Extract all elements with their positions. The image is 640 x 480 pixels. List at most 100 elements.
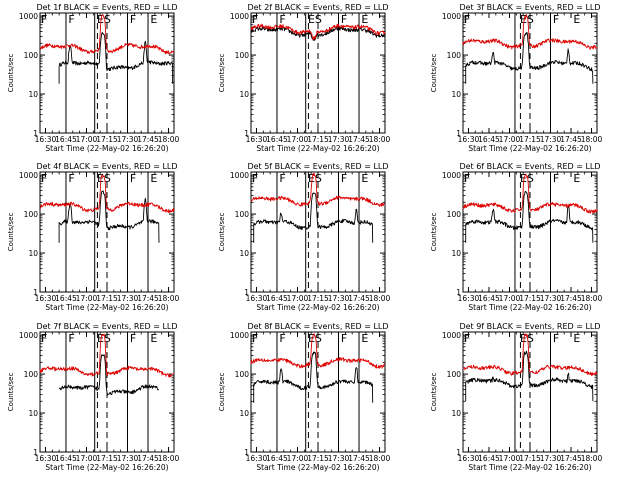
interval-marker-E: E — [361, 332, 368, 345]
x-tick-label: 17:00 — [76, 294, 98, 303]
interval-marker-E: E — [520, 172, 527, 185]
y-tick-label: 100 — [235, 210, 250, 219]
series-line-lld — [39, 174, 175, 214]
interval-marker-E: E — [97, 13, 104, 26]
x-tick-label: 16:30 — [458, 294, 480, 303]
y-tick-label: 1 — [33, 448, 38, 457]
x-tick-label: 17:00 — [287, 454, 309, 463]
panel-det-4: Det 4f BLACK = Events, RED = LLD 1 10 100 10… — [7, 162, 180, 312]
x-tick-label: 16:30 — [35, 135, 57, 144]
y-tick-label: 1 — [33, 129, 38, 138]
x-axis-label: Start Time (22-May-02 16:26:20) — [468, 144, 591, 153]
y-tick-label: 10 — [239, 90, 249, 99]
x-axis-label: Start Time (22-May-02 16:26:20) — [45, 463, 168, 472]
panel-title: Det 5f BLACK = Events, RED = LLD — [247, 162, 388, 171]
interval-marker-S: S — [315, 13, 322, 26]
x-tick-label: 17:00 — [499, 294, 521, 303]
x-tick-label: 16:45 — [55, 135, 77, 144]
panel-det-5: Det 5f BLACK = Events, RED = LLD 1 10 100 10… — [218, 162, 391, 312]
x-tick-label: 17:30 — [117, 454, 139, 463]
x-tick-label: 17:30 — [117, 294, 139, 303]
x-axis-label: Start Time (22-May-02 16:26:20) — [45, 144, 168, 153]
panel-title: Det 7f BLACK = Events, RED = LLD — [36, 322, 177, 331]
y-tick-label: 100 — [235, 370, 250, 379]
x-tick-label: 17:30 — [328, 135, 350, 144]
x-axis-label: Start Time (22-May-02 16:26:20) — [256, 144, 379, 153]
y-axis-label: Counts/sec — [218, 54, 226, 93]
y-tick-label: 10 — [28, 249, 38, 258]
y-tick-label: 10 — [451, 249, 461, 258]
y-tick-label: 10 — [451, 90, 461, 99]
x-tick-label: 16:45 — [266, 135, 288, 144]
x-tick-label: 16:30 — [246, 135, 268, 144]
interval-marker-E: E — [520, 332, 527, 345]
interval-marker-F: F — [553, 13, 559, 26]
series-line-events — [253, 192, 374, 243]
y-axis-label: Counts/sec — [218, 373, 226, 412]
y-axis-label: Counts/sec — [430, 54, 438, 93]
interval-marker-F: F — [41, 13, 47, 26]
x-tick-label: 18:00 — [581, 294, 603, 303]
interval-marker-S: S — [527, 13, 534, 26]
panel-det-2: Det 2f BLACK = Events, RED = LLD 1 10 100 10… — [218, 3, 391, 153]
interval-marker-E: E — [520, 13, 527, 26]
interval-marker-F: F — [68, 13, 74, 26]
x-tick-label: 17:15 — [307, 454, 329, 463]
series-line-lld — [462, 333, 598, 377]
interval-marker-S: S — [315, 332, 322, 345]
panel-title: Det 6f BLACK = Events, RED = LLD — [459, 162, 600, 171]
interval-marker-E: E — [573, 172, 580, 185]
y-axis-label: Counts/sec — [430, 213, 438, 252]
y-tick-label: 10 — [28, 90, 38, 99]
x-tick-label: 16:30 — [35, 454, 57, 463]
x-tick-label: 17:30 — [117, 135, 139, 144]
series-line-lld — [250, 172, 385, 207]
x-tick-label: 17:15 — [519, 135, 541, 144]
interval-marker-F: F — [68, 332, 74, 345]
series-line-lld — [462, 173, 598, 214]
x-axis-label: Start Time (22-May-02 16:26:20) — [468, 303, 591, 312]
interval-marker-S: S — [315, 172, 322, 185]
panel-det-7: Det 7f BLACK = Events, RED = LLD 1 10 100 10… — [7, 322, 180, 472]
x-tick-label: 18:00 — [158, 454, 180, 463]
series-line-lld — [39, 333, 175, 378]
interval-marker-E: E — [308, 13, 315, 26]
x-tick-label: 18:00 — [581, 135, 603, 144]
panel-det-8: Det 8f BLACK = Events, RED = LLD 1 10 100 10… — [218, 322, 391, 472]
y-tick-label: 1 — [244, 129, 249, 138]
x-tick-label: 18:00 — [369, 135, 391, 144]
interval-marker-F: F — [553, 332, 559, 345]
panel-det-3: Det 3f BLACK = Events, RED = LLD 1 10 100 10… — [430, 3, 603, 153]
x-tick-label: 17:15 — [519, 294, 541, 303]
y-tick-label: 100 — [24, 370, 39, 379]
x-tick-label: 17:45 — [137, 294, 159, 303]
x-tick-label: 17:15 — [96, 294, 118, 303]
y-tick-label: 1 — [33, 288, 38, 297]
x-tick-label: 16:45 — [266, 454, 288, 463]
series-line-events — [58, 190, 160, 243]
interval-marker-E: E — [573, 13, 580, 26]
y-tick-label: 1 — [456, 288, 461, 297]
panel-det-1: Det 1f BLACK = Events, RED = LLD 1 10 100 10… — [7, 3, 180, 153]
y-axis-label: Counts/sec — [218, 213, 226, 252]
x-tick-label: 17:15 — [96, 454, 118, 463]
y-tick-label: 1000 — [230, 171, 249, 180]
x-tick-label: 16:30 — [35, 294, 57, 303]
series-line-events — [465, 190, 594, 243]
interval-marker-F: F — [130, 13, 136, 26]
y-tick-label: 1 — [456, 129, 461, 138]
x-tick-label: 17:00 — [499, 135, 521, 144]
x-tick-label: 18:00 — [581, 454, 603, 463]
series-line-events — [465, 350, 594, 402]
y-tick-label: 1000 — [442, 171, 461, 180]
x-axis-label: Start Time (22-May-02 16:26:20) — [256, 303, 379, 312]
x-tick-label: 16:30 — [246, 294, 268, 303]
interval-marker-E: E — [150, 332, 157, 345]
x-tick-label: 16:30 — [246, 454, 268, 463]
x-tick-label: 17:15 — [96, 135, 118, 144]
interval-marker-F: F — [464, 172, 470, 185]
y-tick-label: 100 — [447, 210, 462, 219]
y-tick-label: 1000 — [230, 12, 249, 21]
panel-title: Det 1f BLACK = Events, RED = LLD — [36, 3, 177, 12]
